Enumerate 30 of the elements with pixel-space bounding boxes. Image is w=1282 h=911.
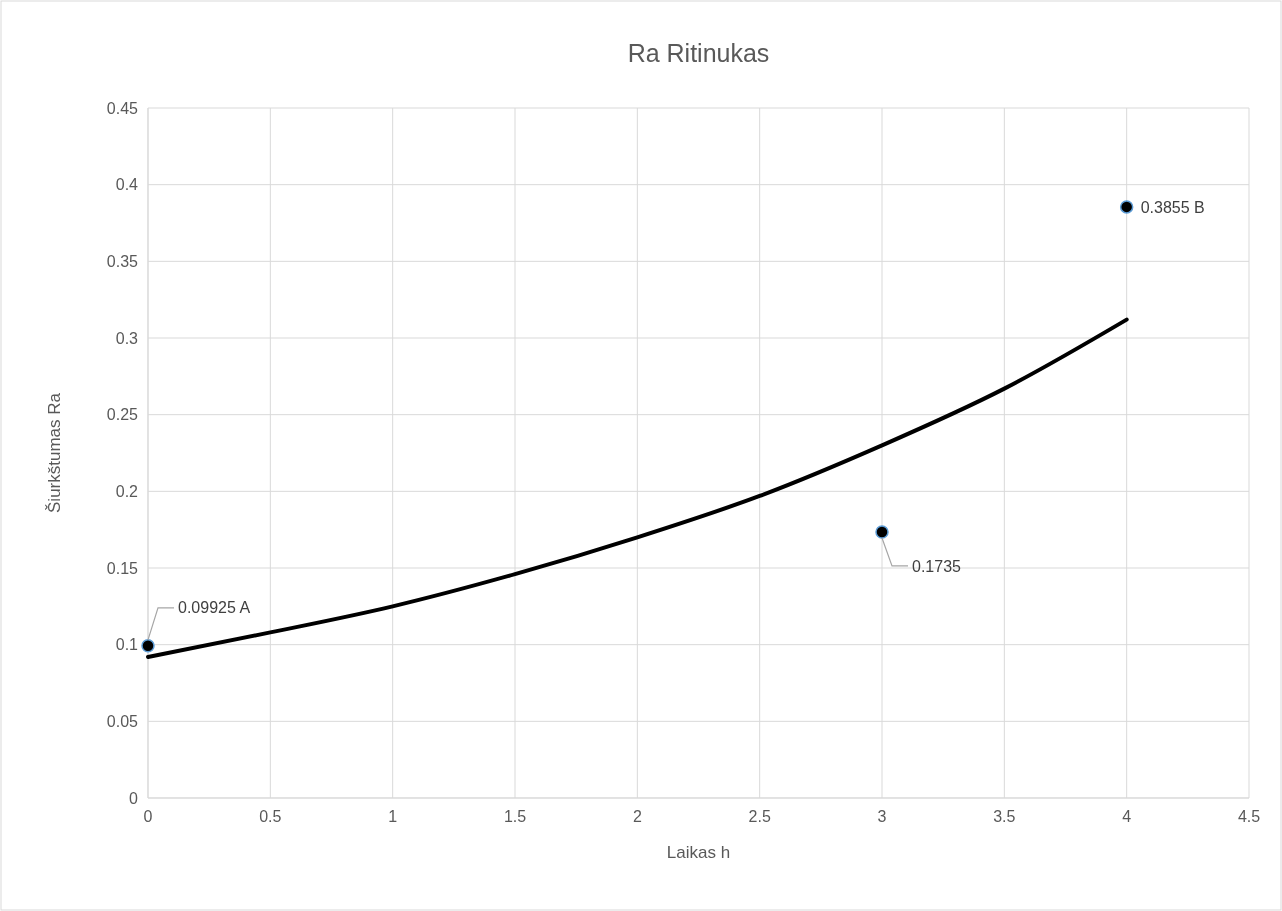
x-tick-label: 3.5: [993, 808, 1016, 825]
y-tick-label: 0.45: [106, 99, 139, 117]
y-tick-label: 0.35: [106, 252, 139, 270]
y-tick-label: 0.25: [106, 406, 139, 424]
line-series: [146, 317, 1129, 659]
x-tick-label: 1.5: [503, 808, 527, 825]
y-tick-label: 0.2: [115, 482, 139, 500]
data-label: 0.1735: [912, 557, 962, 575]
y-tick-label: 0.3: [115, 329, 139, 347]
x-tick-label: 3: [877, 808, 887, 825]
x-tick-label: 0: [143, 808, 153, 825]
y-tick-label: 0.05: [106, 712, 139, 730]
x-tick-label: 2.5: [748, 808, 771, 825]
data-label: 0.3855 B: [1140, 198, 1205, 216]
data-label: 0.09925 A: [178, 599, 251, 617]
y-tick-label: 0.15: [106, 559, 139, 577]
y-tick-label: 0: [129, 789, 139, 807]
x-axis-title: Laikas h: [666, 843, 731, 862]
y-tick-label: 0.1: [115, 636, 139, 654]
chart-title: Ra Ritinukas: [627, 39, 770, 67]
y-axis-title: Šiurkštumas Ra: [45, 392, 64, 513]
x-tick-label: 2: [632, 808, 642, 825]
x-tick-label: 4: [1122, 808, 1132, 825]
x-tick-label: 0.5: [259, 808, 282, 825]
x-tick-label: 1: [388, 808, 398, 825]
point: [141, 639, 155, 653]
y-tick-label: 0.4: [115, 176, 139, 194]
point: [875, 525, 889, 539]
point: [1119, 200, 1134, 214]
x-tick-label: 4.5: [1237, 808, 1261, 825]
